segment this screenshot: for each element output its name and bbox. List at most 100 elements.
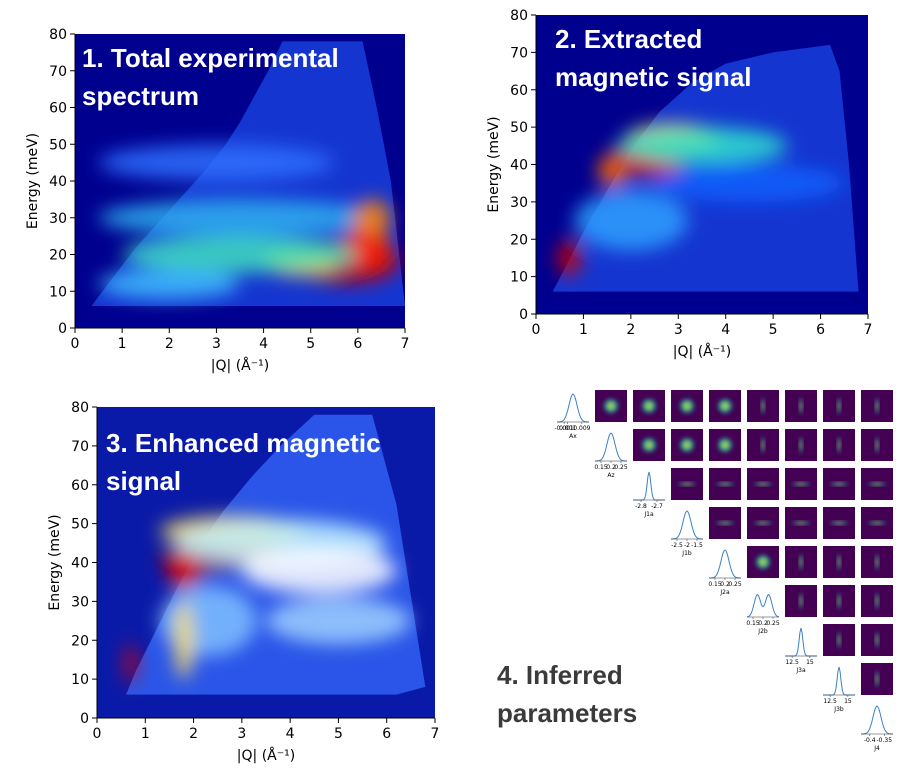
parameter-name: J3a xyxy=(795,667,806,674)
y-tick-label: 40 xyxy=(49,174,67,190)
pair-density xyxy=(875,554,879,570)
pair-density xyxy=(830,521,848,525)
pair-density xyxy=(680,438,694,452)
y-tick-label: 30 xyxy=(510,195,528,211)
x-tick-label: -2 xyxy=(684,542,690,549)
intensity-blob xyxy=(167,550,201,590)
density-inner xyxy=(796,522,806,524)
x-tick-label: -0.001 xyxy=(554,425,574,432)
x-tick-label: -0.35 xyxy=(877,737,893,744)
x-tick-label: 0.2 xyxy=(720,581,730,588)
density-inner xyxy=(838,636,840,644)
density-inner xyxy=(645,441,653,449)
y-tick-label: 70 xyxy=(510,45,528,61)
x-tick-label: 2 xyxy=(189,726,198,742)
x-tick-label: 0 xyxy=(71,336,80,352)
x-tick-label: 0.009 xyxy=(573,425,590,432)
density-inner xyxy=(876,402,878,410)
histogram xyxy=(556,393,590,423)
pair-density xyxy=(868,482,886,486)
parameter-name: J2b xyxy=(757,628,768,635)
pair-density xyxy=(604,399,618,413)
parameter-name: Az xyxy=(607,472,614,479)
density-inner xyxy=(834,483,844,485)
pair-density xyxy=(799,593,803,609)
x-tick-label: 0.25 xyxy=(614,464,628,471)
parameter-name: Ax xyxy=(569,433,577,440)
y-tick-label: 40 xyxy=(510,158,528,174)
y-tick-label: 10 xyxy=(71,672,89,688)
pair-density xyxy=(837,437,841,453)
pair-density xyxy=(718,399,732,413)
pair-density xyxy=(875,671,879,687)
x-tick-label: -2.7 xyxy=(651,503,663,510)
pair-density xyxy=(799,398,803,414)
pair-density xyxy=(792,521,810,525)
intensity-blob xyxy=(353,199,391,237)
density-inner xyxy=(800,402,802,410)
x-tick-label: 6 xyxy=(353,336,362,352)
density-inner xyxy=(758,483,768,485)
x-tick-label: 4 xyxy=(259,336,268,352)
heatmap-image xyxy=(536,15,868,314)
pair-density xyxy=(868,521,886,525)
histogram xyxy=(823,666,855,696)
x-tick-label: 4 xyxy=(286,726,295,742)
histogram xyxy=(746,593,780,618)
intensity-blob xyxy=(98,199,382,237)
density-inner xyxy=(759,558,767,566)
density-inner xyxy=(682,483,692,485)
density-inner xyxy=(762,402,764,410)
pair-density xyxy=(718,438,732,452)
pair-density xyxy=(642,399,656,413)
density-inner xyxy=(720,483,730,485)
y-tick-label: 40 xyxy=(71,556,89,572)
density-inner xyxy=(720,522,730,524)
density-inner xyxy=(834,522,844,524)
x-axis-label: |Q| (Å⁻¹) xyxy=(211,357,269,374)
heatmap-intensity xyxy=(125,515,411,684)
intensity-blob xyxy=(616,127,788,165)
density-inner xyxy=(838,558,840,566)
density-inner xyxy=(796,483,806,485)
panel-title: 4. Inferred parameters xyxy=(497,660,638,728)
pair-density xyxy=(642,438,656,452)
density-inner xyxy=(683,402,691,410)
panel-title: 3. Enhanced magnetic signal xyxy=(106,428,381,496)
pair-density xyxy=(716,521,734,525)
x-axis-label: |Q| (Å⁻¹) xyxy=(237,747,295,764)
x-tick-label: 2 xyxy=(165,336,174,352)
density-inner xyxy=(645,402,653,410)
x-tick-label: 0.15 xyxy=(746,620,760,627)
intensity-blob xyxy=(159,585,257,656)
y-tick-label: 20 xyxy=(49,248,67,264)
pair-density xyxy=(837,593,841,609)
intensity-blob xyxy=(343,225,391,270)
density-inner xyxy=(876,597,878,605)
heatmap-image xyxy=(75,34,405,328)
parameter-name: J3b xyxy=(833,706,844,713)
pair-density xyxy=(875,632,879,648)
y-tick-label: 10 xyxy=(49,284,67,300)
density-inner xyxy=(683,441,691,449)
x-tick-label: -0.4 xyxy=(864,737,876,744)
x-tick-label: -2.8 xyxy=(635,503,647,510)
pair-density xyxy=(837,554,841,570)
intensity-blob xyxy=(241,546,397,594)
pair-density xyxy=(875,593,879,609)
parameter-name: J1a xyxy=(643,511,654,518)
intensity-blob xyxy=(573,190,688,251)
pair-density xyxy=(837,632,841,648)
y-tick-label: 80 xyxy=(49,27,67,43)
x-tick-label: 12.5 xyxy=(823,698,837,705)
pair-density xyxy=(716,482,734,486)
density-inner xyxy=(800,597,802,605)
density-inner xyxy=(876,558,878,566)
pair-density xyxy=(761,437,765,453)
x-tick-label: 0.25 xyxy=(728,581,742,588)
x-tick-label: 1 xyxy=(579,322,588,338)
x-tick-label: 5 xyxy=(306,336,315,352)
pair-density xyxy=(756,555,770,569)
x-tick-label: 3 xyxy=(237,726,246,742)
